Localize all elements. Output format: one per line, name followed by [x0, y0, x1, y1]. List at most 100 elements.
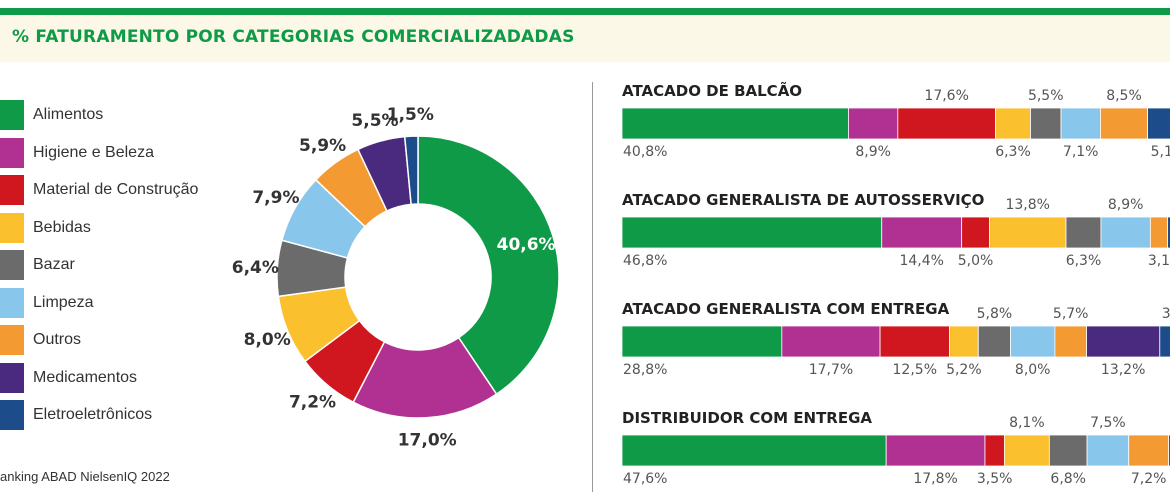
- donut-chart: 40,6% 17,0% 7,2% 8,0% 6,4% 7,9% 5,9%5,5%1,5%: [232, 105, 560, 451]
- bar-value-label: 5,1: [1151, 144, 1170, 160]
- donut-label-higiene-e-beleza: 17,0%: [398, 431, 457, 451]
- bar-segment-material-de-construcao: [984, 434, 1005, 467]
- divider: [592, 82, 593, 492]
- bar-value-label: 7,5%: [1090, 415, 1126, 431]
- bar-value-label: 8,9%: [855, 144, 891, 160]
- bar-value-label: 28,8%: [623, 362, 667, 378]
- legend-swatch: [0, 100, 24, 130]
- bar-segment-bebidas: [1003, 434, 1050, 467]
- bar-segment-outros: [1100, 107, 1148, 140]
- bar-segment-outros: [1149, 216, 1168, 249]
- legend-item-bazar: Bazar: [0, 250, 240, 280]
- legend-swatch: [0, 212, 24, 243]
- donut-slice-alimentos: [417, 135, 560, 396]
- bar-value-label: 5,0%: [958, 253, 994, 269]
- bar-value-label: 17,6%: [924, 88, 968, 104]
- bar-value-label: 17,7%: [809, 362, 853, 378]
- bar-value-label: 6,3%: [995, 144, 1031, 160]
- bar-value-label: 13,8%: [1005, 197, 1049, 213]
- bar-segment-eletroeletronicos: [1167, 216, 1170, 249]
- bar-segment-higiene-e-beleza: [848, 107, 899, 140]
- bar-value-label: 5,7%: [1053, 306, 1089, 322]
- legend-label: Bebidas: [33, 218, 91, 236]
- legend-swatch: [0, 362, 24, 393]
- bar-title-distribuidor-com-entrega: DISTRIBUIDOR COM ENTREGA: [622, 409, 872, 427]
- donut-label-eletroeletronicos: 1,5%: [387, 105, 434, 125]
- legend-item-material-de-construcao: Material de Construção: [0, 175, 240, 205]
- bar-segment-bebidas: [949, 325, 979, 358]
- bar-segment-bazar: [977, 325, 1011, 358]
- bar-value-label: 7,1%: [1063, 144, 1099, 160]
- bar-value-label: 5,8%: [977, 306, 1013, 322]
- bar-segment-eletroeletronicos: [1159, 325, 1170, 358]
- bar-segment-eletroeletronicos: [1147, 107, 1170, 140]
- top-accent-bar: [0, 8, 1170, 15]
- legend-label: Bazar: [33, 256, 75, 273]
- bar-segment-limpeza: [1060, 107, 1101, 140]
- legend-label: Eletroeletrônicos: [33, 406, 153, 423]
- bar-value-label: 40,8%: [623, 144, 667, 160]
- bar-value-label: 3,5%: [977, 471, 1013, 487]
- bar-title-atacado-generalista-de-autosservico: ATACADO GENERALISTA DE AUTOSSERVIÇO: [622, 191, 984, 209]
- legend-label: Material de Construção: [33, 181, 199, 198]
- legend-item-bebidas: Bebidas: [0, 212, 240, 243]
- bar-segment-outros: [1054, 325, 1087, 358]
- bar-value-label: 8,1%: [1009, 415, 1045, 431]
- bar-value-label: 3,1: [1148, 253, 1170, 269]
- bar-value-label: 5,5%: [1028, 88, 1064, 104]
- bar-value-label: 13,2%: [1101, 362, 1145, 378]
- bar-segment-bazar: [1030, 107, 1062, 140]
- bar-title-atacado-de-balcao: ATACADO DE BALCÃO: [622, 81, 802, 100]
- legend-item-medicamentos: Medicamentos: [0, 362, 240, 393]
- donut-label-alimentos: 40,6%: [497, 235, 556, 255]
- legend-label: Higiene e Beleza: [33, 143, 154, 161]
- bar-segment-material-de-construcao: [961, 216, 990, 249]
- bar-segment-alimentos: [621, 107, 849, 140]
- legend-swatch: [0, 325, 24, 355]
- bar-segment-higiene-e-beleza: [781, 325, 881, 358]
- bar-segment-bazar: [1048, 434, 1088, 467]
- bar-segment-bebidas: [995, 107, 1031, 140]
- bar-segment-alimentos: [621, 325, 783, 358]
- legend-swatch: [0, 175, 24, 205]
- bar-segment-bazar: [1065, 216, 1102, 249]
- bar-segment-material-de-construcao: [897, 107, 996, 140]
- bar-segment-limpeza: [1100, 216, 1151, 249]
- bar-segment-limpeza: [1086, 434, 1130, 467]
- bar-value-label: 3,: [1162, 306, 1170, 322]
- bar-segment-limpeza: [1010, 325, 1056, 358]
- bar-value-label: 5,2%: [946, 362, 982, 378]
- bar-value-label: 8,9%: [1108, 197, 1144, 213]
- bar-segment-alimentos: [621, 216, 883, 249]
- legend-swatch: [0, 400, 24, 430]
- legend-item-outros: Outros: [0, 325, 240, 355]
- bar-value-label: 14,4%: [899, 253, 943, 269]
- bar-title-atacado-generalista-com-entrega: ATACADO GENERALISTA COM ENTREGA: [622, 300, 950, 318]
- donut-label-outros: 5,9%: [299, 136, 346, 156]
- bar-segment-bebidas: [989, 216, 1067, 249]
- bar-value-label: 12,5%: [893, 362, 937, 378]
- legend-label: Outros: [33, 331, 82, 348]
- legend-swatch: [0, 250, 24, 280]
- legend-label: Limpeza: [33, 293, 94, 311]
- legend-item-alimentos: Alimentos: [0, 100, 240, 130]
- donut-label-bebidas: 8,0%: [244, 330, 291, 350]
- legend-item-limpeza: Limpeza: [0, 287, 240, 318]
- donut-label-bazar: 6,4%: [232, 258, 279, 278]
- legend-swatch: [0, 137, 24, 168]
- donut-slice-higiene-e-beleza: [352, 336, 498, 419]
- bar-segment-higiene-e-beleza: [881, 216, 963, 249]
- bar-segment-eletroeletronicos: [1168, 434, 1170, 467]
- bar-value-label: 6,3%: [1066, 253, 1102, 269]
- bar-value-label: 46,8%: [623, 253, 667, 269]
- bar-value-label: 8,0%: [1015, 362, 1051, 378]
- bar-segment-higiene-e-beleza: [885, 434, 986, 467]
- legend-label: Medicamentos: [33, 368, 138, 386]
- bar-segment-material-de-construcao: [879, 325, 950, 358]
- title-band: [0, 15, 1170, 62]
- donut-slice-eletroeletronicos: [403, 135, 419, 206]
- bar-value-label: 17,8%: [913, 471, 957, 487]
- bar-value-label: 47,6%: [623, 471, 667, 487]
- bar-value-label: 7,2%: [1131, 471, 1167, 487]
